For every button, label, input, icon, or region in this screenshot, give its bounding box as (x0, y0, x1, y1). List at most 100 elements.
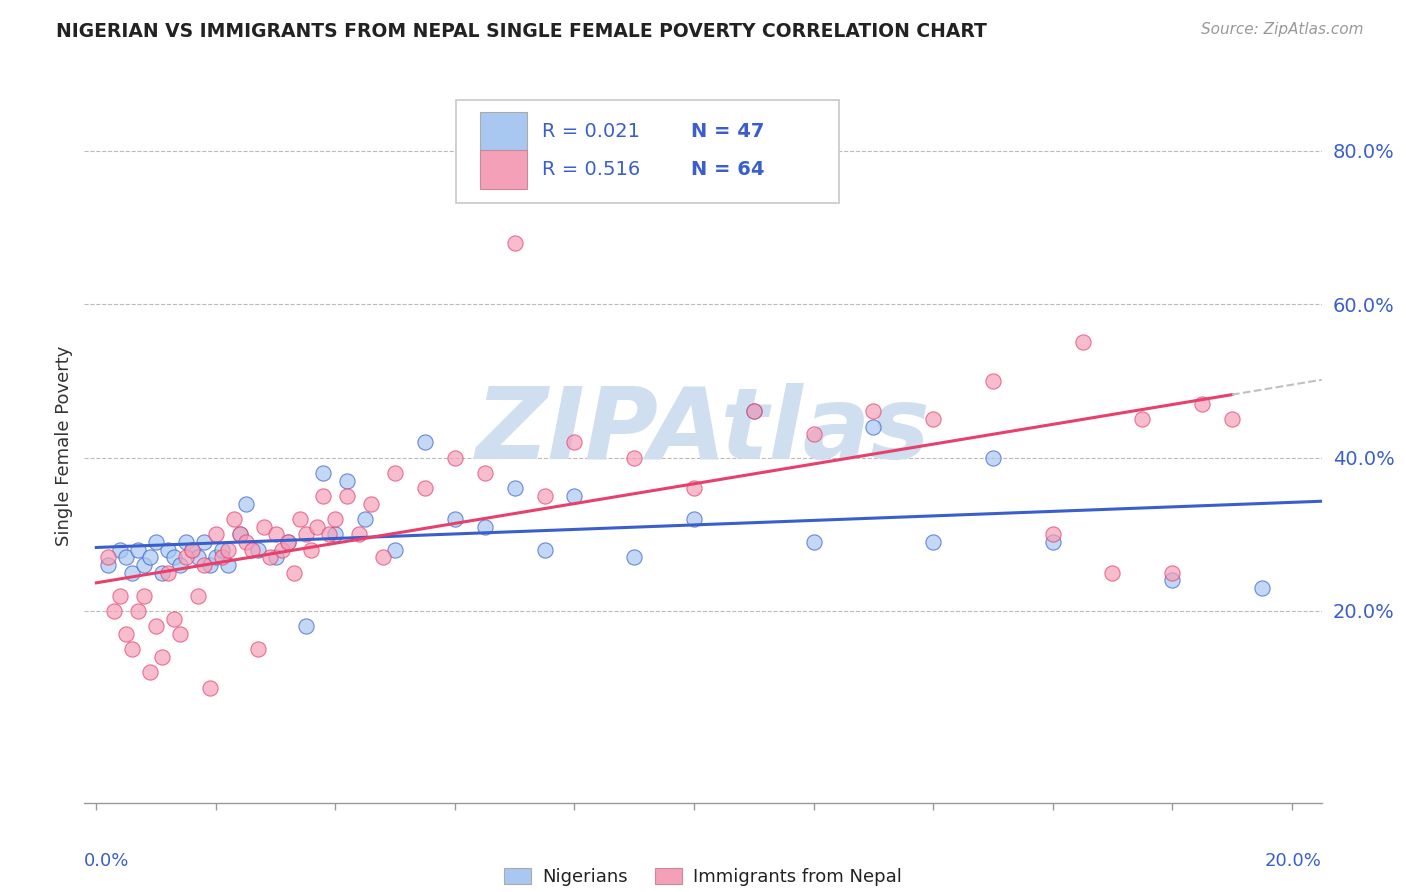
Point (336, 474, 359, 488)
Point (922, 412, 945, 426)
Point (444, 512, 467, 526)
Point (169, 627, 191, 641)
Point (1191, 397, 1213, 411)
Point (683, 512, 706, 526)
Point (181, 542, 204, 557)
Point (325, 512, 347, 526)
Point (134, 589, 156, 603)
Point (277, 535, 299, 549)
Point (240, 542, 263, 557)
Point (121, 642, 143, 657)
Point (110, 542, 132, 557)
Point (474, 519, 496, 533)
Point (503, 235, 526, 250)
Point (1250, 581, 1272, 595)
Point (360, 497, 382, 511)
Point (803, 427, 825, 442)
Point (235, 497, 257, 511)
Point (163, 550, 186, 565)
Point (1130, 412, 1153, 426)
Point (325, 527, 347, 541)
Point (1161, 574, 1184, 588)
Point (150, 566, 173, 580)
Point (163, 612, 186, 626)
Point (264, 527, 287, 541)
Point (246, 642, 269, 657)
Text: Source: ZipAtlas.com: Source: ZipAtlas.com (1201, 22, 1364, 37)
Point (533, 542, 555, 557)
Point (1042, 527, 1064, 541)
Point (205, 527, 228, 541)
Point (235, 535, 257, 549)
Point (229, 527, 252, 541)
Point (312, 466, 335, 480)
FancyBboxPatch shape (481, 112, 527, 152)
Point (288, 512, 311, 526)
Text: R = 0.021: R = 0.021 (543, 122, 640, 141)
Point (270, 542, 292, 557)
Point (503, 481, 526, 495)
Point (139, 550, 162, 565)
Point (1042, 535, 1064, 549)
Point (110, 589, 132, 603)
Point (139, 665, 162, 680)
Text: 0.0%: 0.0% (84, 852, 129, 870)
Point (384, 466, 406, 480)
Point (283, 566, 305, 580)
Point (742, 404, 765, 418)
Point (115, 550, 138, 565)
Y-axis label: Single Female Poverty: Single Female Poverty (55, 346, 73, 546)
Point (229, 527, 252, 541)
Point (803, 535, 825, 549)
Point (211, 542, 233, 557)
Legend: Nigerians, Immigrants from Nepal: Nigerians, Immigrants from Nepal (498, 861, 908, 892)
Point (742, 404, 765, 418)
Point (253, 519, 276, 533)
Point (862, 404, 884, 418)
Point (384, 542, 406, 557)
Point (217, 542, 239, 557)
Point (294, 619, 316, 633)
Point (187, 550, 209, 565)
Text: N = 64: N = 64 (690, 160, 763, 179)
Point (1220, 412, 1243, 426)
Point (307, 519, 329, 533)
Point (259, 550, 281, 565)
Point (301, 542, 323, 557)
Point (193, 535, 215, 549)
Point (97, 550, 120, 565)
Point (222, 512, 245, 526)
Point (181, 542, 204, 557)
Point (1071, 335, 1094, 350)
Point (127, 542, 149, 557)
Point (564, 489, 586, 503)
Point (169, 558, 191, 572)
FancyBboxPatch shape (456, 100, 839, 203)
Text: ZIPAtlas: ZIPAtlas (475, 384, 931, 480)
Point (922, 535, 945, 549)
Point (474, 466, 496, 480)
Point (294, 527, 316, 541)
Text: NIGERIAN VS IMMIGRANTS FROM NEPAL SINGLE FEMALE POVERTY CORRELATION CHART: NIGERIAN VS IMMIGRANTS FROM NEPAL SINGLE… (56, 22, 987, 41)
Point (174, 550, 197, 565)
Point (354, 512, 377, 526)
Point (264, 550, 287, 565)
Point (413, 435, 436, 450)
Point (145, 619, 167, 633)
Point (198, 558, 221, 572)
Point (683, 481, 706, 495)
Point (1101, 566, 1123, 580)
Point (1161, 566, 1184, 580)
Point (623, 450, 645, 465)
Point (157, 542, 180, 557)
Point (127, 604, 149, 618)
Point (981, 450, 1004, 465)
Point (121, 566, 143, 580)
Point (564, 435, 586, 450)
Text: R = 0.516: R = 0.516 (543, 160, 640, 179)
Point (211, 550, 233, 565)
Point (134, 558, 156, 572)
Point (312, 489, 335, 503)
Point (318, 527, 340, 541)
Point (246, 542, 269, 557)
